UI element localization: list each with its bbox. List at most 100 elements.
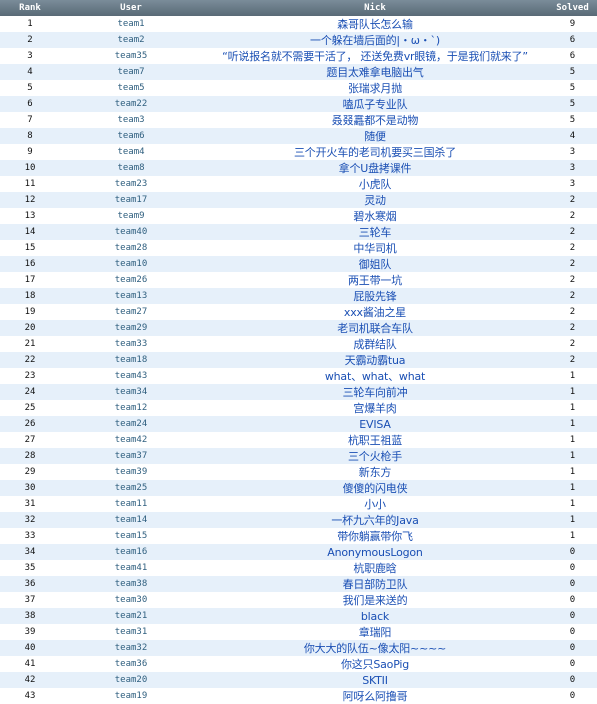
rank-cell: 25 (24, 403, 36, 413)
nick-link[interactable]: 新东方 (358, 466, 392, 479)
nick-cell: 三个火枪手 (202, 448, 548, 464)
nick-link[interactable]: 成群结队 (353, 338, 397, 351)
table-row: 35 team41 杭职鹿晗 0 (0, 560, 597, 576)
nick-link[interactable]: 两王带一坑 (348, 274, 402, 287)
nick-link[interactable]: 小小 (364, 498, 386, 511)
nick-link[interactable]: 你这只SaoPig (340, 658, 410, 671)
rank-cell: 19 (24, 307, 36, 317)
nick-link[interactable]: 御姐队 (358, 258, 392, 271)
nick-link[interactable]: 小虎队 (358, 178, 392, 191)
rank-cell: 29 (24, 467, 36, 477)
nick-header[interactable]: Nick (364, 3, 386, 13)
user-cell: team29 (114, 323, 148, 333)
nick-link[interactable]: 傻傻的闪电侠 (342, 482, 408, 495)
nick-cell: EVISA (202, 416, 548, 432)
nick-link[interactable]: 章瑞阳 (358, 626, 392, 639)
rank-cell: 37 (24, 595, 36, 605)
nick-link[interactable]: 宫爆羊肉 (353, 402, 397, 415)
table-row: 2 team2 一个躲在墙后面的|・ω・`) 6 (0, 32, 597, 48)
solved-cell: 2 (569, 355, 576, 365)
table-row: 34 team16 AnonymousLogon 0 (0, 544, 597, 560)
nick-link[interactable]: 题目太难拿电脑出气 (326, 66, 424, 79)
user-cell: team22 (114, 99, 148, 109)
nick-link[interactable]: 老司机联合车队 (337, 322, 413, 335)
table-row: 38 team21 black 0 (0, 608, 597, 624)
nick-link[interactable]: AnonymousLogon (327, 546, 423, 559)
nick-link[interactable]: 一个躲在墙后面的|・ω・`) (310, 34, 440, 47)
nick-link[interactable]: 灵动 (364, 194, 386, 207)
rank-cell: 10 (24, 163, 36, 173)
solved-cell: 5 (569, 67, 576, 77)
table-row: 12 team17 灵动 2 (0, 192, 597, 208)
table-row: 41 team36 你这只SaoPig 0 (0, 656, 597, 672)
user-cell: team14 (114, 515, 148, 525)
nick-link[interactable]: 中华司机 (353, 242, 397, 255)
nick-cell: 新东方 (202, 464, 548, 480)
nick-cell: 我们是来送的 (202, 592, 548, 608)
solved-cell: 0 (569, 675, 576, 685)
nick-link[interactable]: xxx酱油之星 (343, 306, 407, 319)
nick-link[interactable]: 屁股先锋 (353, 290, 397, 303)
nick-link[interactable]: 杭职王祖蓝 (348, 434, 402, 447)
user-cell: team42 (114, 435, 148, 445)
table-row: 21 team33 成群结队 2 (0, 336, 597, 352)
rank-cell: 26 (24, 419, 36, 429)
solved-cell: 9 (569, 19, 576, 29)
ranklist-body: 1 team1 森哥队长怎么输 9 2 team2 一个躲在墙后面的|・ω・`) 6 3 team… (0, 16, 597, 704)
rank-cell: 35 (24, 563, 36, 573)
nick-link[interactable]: 张瑞求月抛 (348, 82, 402, 95)
nick-link[interactable]: 我们是来送的 (342, 594, 408, 607)
solved-cell: 1 (569, 419, 576, 429)
user-header[interactable]: User (120, 3, 142, 13)
nick-link[interactable]: 三轮车向前冲 (342, 386, 408, 399)
solved-cell: 2 (569, 275, 576, 285)
nick-link[interactable]: SKTII (362, 674, 388, 687)
nick-link[interactable]: 拿个U盘拷课件 (338, 162, 412, 175)
nick-link[interactable]: 三个火枪手 (348, 450, 402, 463)
table-row: 9 team4 三个开火车的老司机要买三国杀了 3 (0, 144, 597, 160)
nick-link[interactable]: “听说报名就不需要干活了， 还送免费vr眼镜，于是我们就来了” (222, 50, 528, 63)
rank-cell: 14 (24, 227, 36, 237)
nick-link[interactable]: 碧水寒烟 (353, 210, 397, 223)
nick-link[interactable]: 天霸动霸tua (344, 354, 406, 367)
user-cell: team12 (114, 403, 148, 413)
nick-link[interactable]: 森哥队长怎么输 (337, 18, 413, 31)
rank-cell: 12 (24, 195, 36, 205)
nick-link[interactable]: 三轮车 (358, 226, 392, 239)
user-cell: team43 (114, 371, 148, 381)
user-cell: team28 (114, 243, 148, 253)
user-cell: team36 (114, 659, 148, 669)
user-cell: team6 (117, 131, 145, 141)
solved-header[interactable]: Solved (556, 3, 589, 13)
user-cell: team18 (114, 355, 148, 365)
user-cell: team7 (117, 67, 145, 77)
nick-link[interactable]: 阿呀么阿撸哥 (342, 690, 408, 703)
nick-cell: “听说报名就不需要干活了， 还送免费vr眼镜，于是我们就来了” (202, 48, 548, 64)
nick-link[interactable]: black (360, 610, 390, 623)
rank-cell: 20 (24, 323, 36, 333)
nick-cell: black (202, 608, 548, 624)
header-row: Rank User Nick Solved (0, 0, 597, 16)
nick-link[interactable]: 嗑瓜子专业队 (342, 98, 408, 111)
nick-link[interactable]: what、what、what (324, 370, 426, 383)
rank-header[interactable]: Rank (19, 3, 41, 13)
table-row: 24 team34 三轮车向前冲 1 (0, 384, 597, 400)
nick-link[interactable]: 一杯九六年的Java (331, 514, 419, 527)
user-cell: team17 (114, 195, 148, 205)
rank-cell: 8 (27, 131, 33, 141)
nick-link[interactable]: 带你躺赢带你飞 (337, 530, 413, 543)
nick-link[interactable]: 随便 (364, 130, 386, 143)
nick-link[interactable]: 三个开火车的老司机要买三国杀了 (294, 146, 456, 159)
nick-link[interactable]: 杭职鹿晗 (353, 562, 397, 575)
rank-cell: 27 (24, 435, 36, 445)
nick-link[interactable]: 春日部防卫队 (342, 578, 408, 591)
table-row: 16 team10 御姐队 2 (0, 256, 597, 272)
user-cell: team34 (114, 387, 148, 397)
table-row: 22 team18 天霸动霸tua 2 (0, 352, 597, 368)
nick-link[interactable]: 你大大的队伍~像太阳~~~~ (303, 642, 447, 655)
nick-link[interactable]: EVISA (359, 418, 391, 431)
nick-link[interactable]: 叒叕靐都不是动物 (331, 114, 419, 127)
nick-cell: 碧水寒烟 (202, 208, 548, 224)
solved-cell: 2 (569, 211, 576, 221)
user-cell: team32 (114, 643, 148, 653)
